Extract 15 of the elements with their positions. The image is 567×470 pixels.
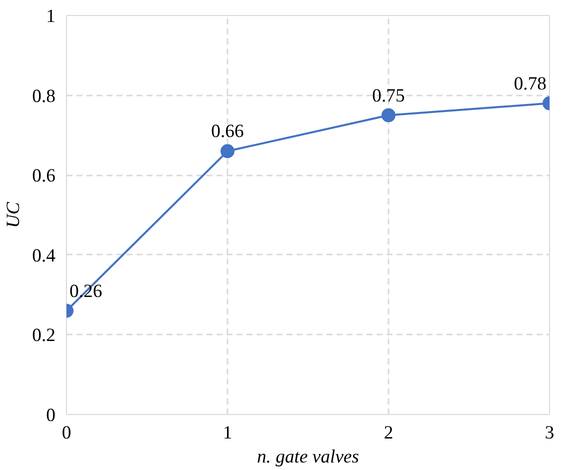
y-tick-label: 0.4 [32, 245, 56, 266]
y-tick-label: 0 [46, 405, 56, 426]
x-tick-label: 0 [62, 422, 72, 444]
y-tick-label: 0.8 [32, 86, 56, 107]
y-tick-label: 0.2 [32, 325, 56, 346]
data-label: 0.66 [211, 121, 244, 142]
x-tick-label: 1 [222, 422, 232, 444]
x-tick-label: 2 [384, 422, 394, 444]
x-axis-title: n. gate valves [256, 446, 360, 468]
y-tick-label: 1 [46, 6, 56, 27]
x-tick-label: 3 [544, 422, 554, 444]
data-label: 0.78 [514, 73, 547, 94]
data-label: 0.75 [372, 85, 405, 106]
y-axis-title: UC [3, 201, 24, 228]
y-tick-label: 0.6 [32, 166, 56, 187]
